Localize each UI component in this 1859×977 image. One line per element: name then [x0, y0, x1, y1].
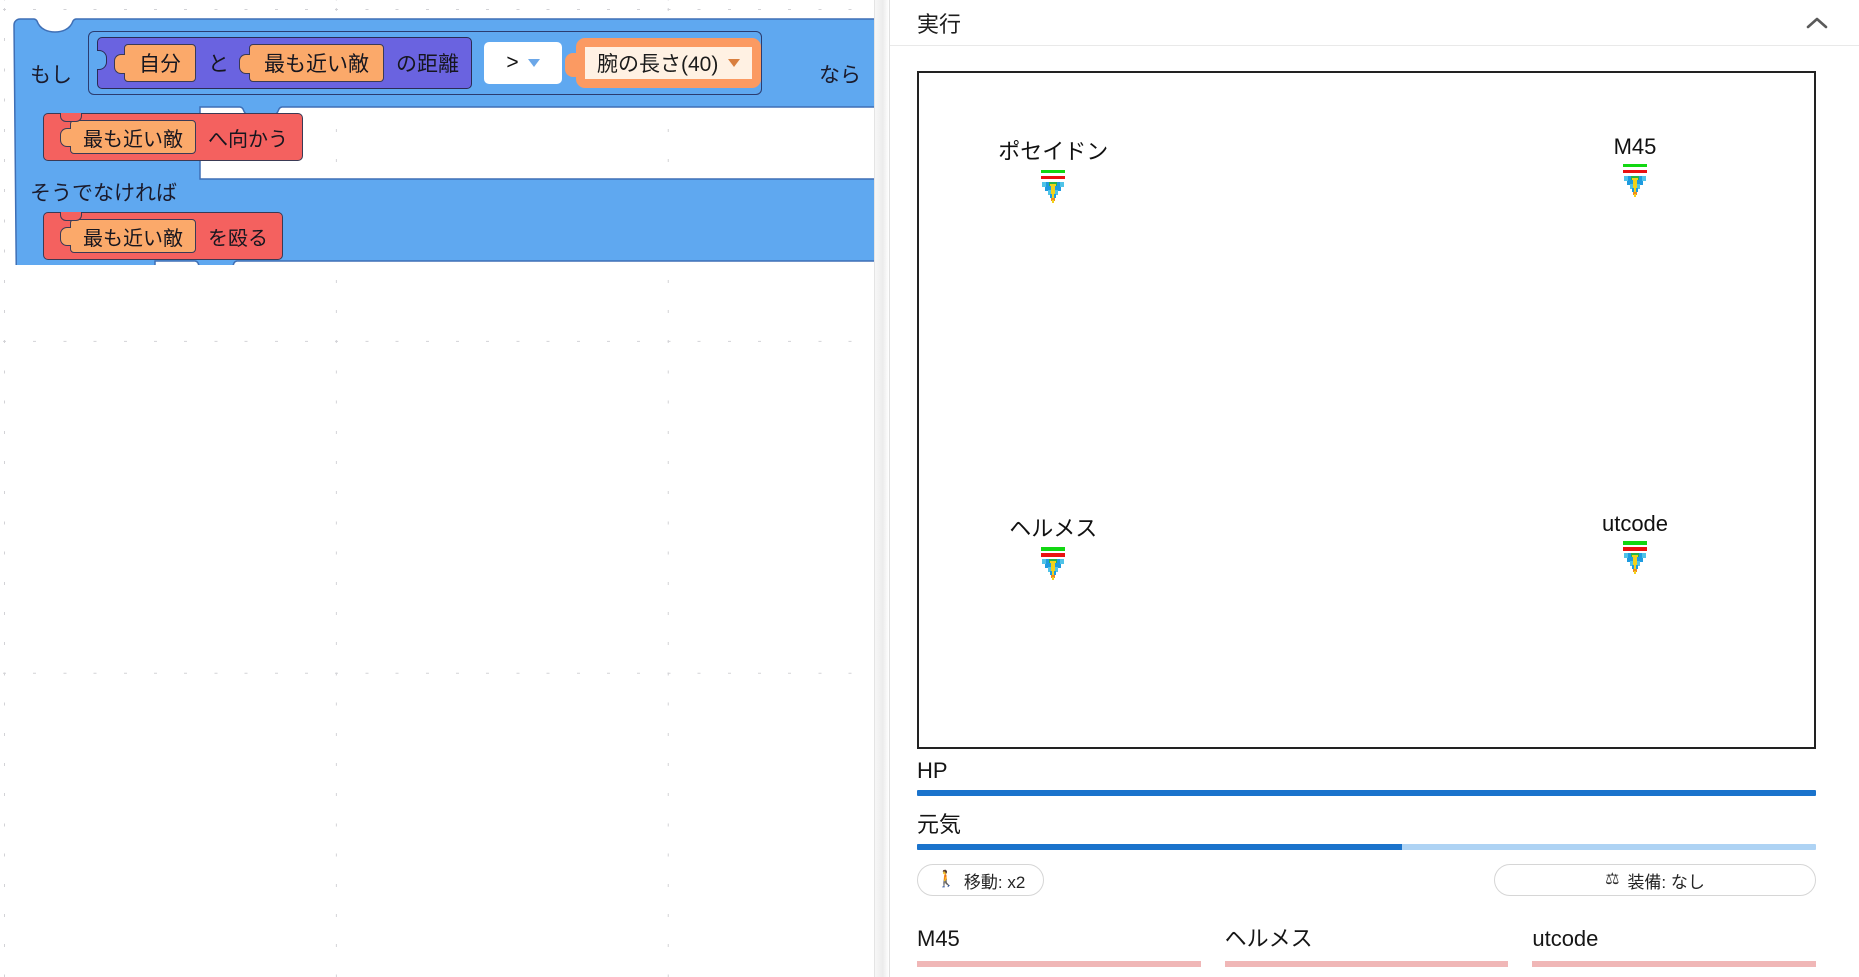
caret-down-icon [728, 59, 741, 67]
unit-energy-bar [1041, 553, 1066, 557]
unit-hp-bar [1041, 169, 1066, 174]
chevron-up-icon[interactable] [1802, 8, 1832, 38]
hp-meter-track [917, 790, 1816, 796]
equipment-label: 装備: なし [1627, 872, 1705, 892]
enemy-hp-track [1532, 961, 1817, 967]
hp-meter: HP [917, 760, 1816, 796]
unit-sprite [1038, 547, 1068, 581]
unit-sprite [1620, 541, 1650, 575]
equipment-chip[interactable]: ⚖ 装備: なし [1494, 864, 1816, 896]
move-to-block[interactable]: 最も近い敵 へ向かう [43, 113, 303, 161]
caret-down-icon [527, 59, 540, 67]
attack-target-field[interactable]: 最も近い敵 [60, 219, 196, 253]
blockly-workspace[interactable]: もし 自分 と 最も近い敵 の距離 > 腕の長さ(40) [0, 0, 889, 977]
unit-hp-bar [1041, 547, 1066, 551]
stage-unit-name: ヘルメス [1009, 516, 1098, 542]
stage-unit-name: M45 [1613, 133, 1657, 159]
enemy-name: utcode [1532, 926, 1599, 951]
unit-sprite-glyph [1042, 559, 1065, 581]
battle-stage[interactable]: ポセイドン M45 ヘルメス [917, 71, 1816, 749]
energy-meter-label: 元気 [917, 812, 962, 837]
joiner-label: と [208, 53, 229, 76]
enemy-status-item[interactable]: utcode [1532, 926, 1817, 977]
running-person-icon: 🚶 [936, 871, 956, 888]
unit-sprite [1038, 169, 1068, 203]
distance-suffix-label: の距離 [396, 53, 459, 76]
compare-value-field[interactable]: 腕の長さ(40) [564, 38, 762, 88]
execution-panel: 実行 ポセイドン M45 [889, 0, 1859, 977]
operator-value: > [506, 51, 519, 74]
unit-sprite-glyph [1042, 181, 1065, 203]
energy-meter-track [917, 844, 1816, 850]
unit-hp-bar [1623, 163, 1647, 168]
then-keyword-label: なら [819, 64, 861, 87]
operand-a-field[interactable]: 自分 [114, 44, 196, 82]
unit-sprite [1620, 163, 1650, 197]
move-speed-label: 移動: x2 [963, 872, 1026, 892]
comparison-block[interactable]: 自分 と 最も近い敵 の距離 > 腕の長さ(40) [88, 31, 763, 95]
hp-meter-label: HP [917, 758, 948, 783]
enemy-name: M45 [917, 926, 960, 951]
execution-header: 実行 [890, 0, 1859, 46]
hp-meter-fill [917, 790, 1816, 796]
enemy-name: ヘルメス [1224, 926, 1313, 951]
move-target-field[interactable]: 最も近い敵 [60, 120, 196, 154]
unit-energy-bar [1041, 175, 1066, 180]
enemy-status-item[interactable]: M45 [917, 928, 1201, 977]
move-action-label: へ向かう [208, 128, 288, 151]
distance-operator-block[interactable]: 自分 と 最も近い敵 の距離 [97, 37, 472, 89]
operand-b-field[interactable]: 最も近い敵 [239, 44, 384, 82]
stage-unit-name: utcode [1601, 511, 1669, 537]
operator-dropdown[interactable]: > [484, 42, 562, 84]
workspace-scrollbar[interactable] [874, 0, 889, 977]
if-keyword-label: もし [30, 64, 72, 87]
unit-sprite-glyph [1624, 175, 1646, 197]
chevron-up-glyph [1806, 17, 1828, 28]
execution-title: 実行 [917, 11, 962, 37]
enemy-hp-track [1224, 961, 1509, 967]
unit-energy-bar [1623, 169, 1647, 174]
unit-hp-bar [1623, 541, 1647, 545]
move-speed-chip[interactable]: 🚶 移動: x2 [917, 864, 1045, 896]
if-else-block[interactable]: もし 自分 と 最も近い敵 の距離 > 腕の長さ(40) [8, 17, 884, 265]
attack-action-label: を殴る [208, 227, 268, 250]
energy-meter-fill [917, 844, 1403, 850]
unit-energy-bar [1623, 547, 1647, 551]
enemy-hp-track [917, 961, 1201, 967]
balance-scale-icon: ⚖ [1605, 871, 1620, 888]
attack-block[interactable]: 最も近い敵 を殴る [43, 212, 283, 260]
energy-meter: 元気 [917, 814, 1816, 850]
else-keyword-label: そうでなければ [30, 182, 177, 205]
enemy-status-item[interactable]: ヘルメス [1224, 926, 1509, 977]
unit-sprite-glyph [1624, 553, 1646, 575]
compare-value-label: 腕の長さ(40) [597, 53, 719, 76]
stage-unit-name: ポセイドン [998, 138, 1109, 164]
enemy-status-list: M45 ヘルメス utcode [917, 926, 1817, 977]
